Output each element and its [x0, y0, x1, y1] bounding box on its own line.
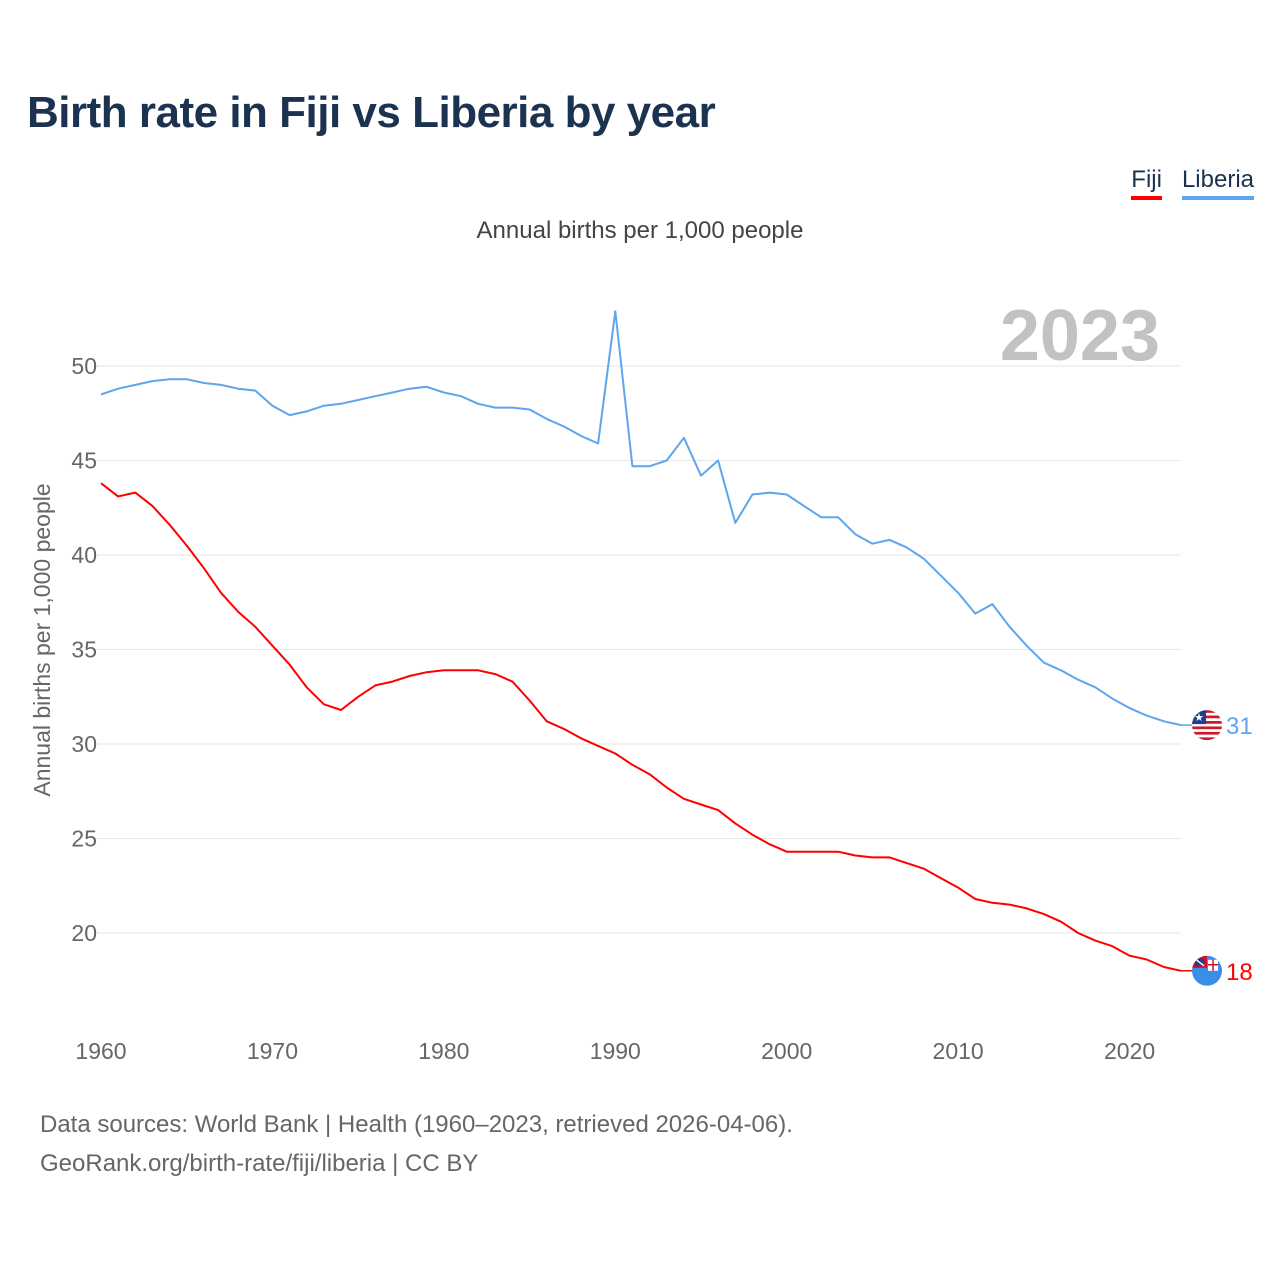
y-tick-label: 50 [71, 353, 97, 379]
series-line-fiji[interactable] [100, 482, 1182, 972]
y-tick-label: 40 [71, 542, 97, 568]
x-tick-label: 1970 [247, 1038, 298, 1064]
y-axis-title: Annual births per 1,000 people [29, 483, 55, 796]
legend: Fiji Liberia [1131, 166, 1254, 200]
x-tick-label: 1980 [418, 1038, 469, 1064]
series-line-liberia[interactable] [100, 310, 1182, 727]
footer-sources: Data sources: World Bank | Health (1960–… [40, 1111, 793, 1138]
x-tick-label: 2020 [1104, 1038, 1155, 1064]
x-tick-label: 2010 [933, 1038, 984, 1064]
y-tick-label: 35 [71, 637, 97, 663]
x-tick-label: 2000 [761, 1038, 812, 1064]
chart-subtitle: Annual births per 1,000 people [476, 217, 804, 244]
end-value-label-fiji: 18 [1226, 959, 1253, 986]
x-tick-label: 1990 [590, 1038, 641, 1064]
x-tick-label: 1960 [75, 1038, 126, 1064]
fiji-flag-icon [1192, 955, 1222, 986]
footer: Data sources: World Bank | Health (1960–… [40, 1105, 793, 1183]
footer-link[interactable]: GeoRank.org/birth-rate/fiji/liberia | CC… [40, 1150, 479, 1177]
legend-item-fiji[interactable]: Fiji [1131, 166, 1162, 200]
svg-text:★: ★ [1194, 712, 1204, 724]
chart-title: Birth rate in Fiji vs Liberia by year [27, 88, 716, 137]
y-tick-label: 20 [71, 920, 97, 946]
liberia-flag-icon: ★ [1192, 710, 1222, 741]
legend-item-liberia[interactable]: Liberia [1181, 166, 1254, 200]
year-overlay: 2023 [1000, 296, 1160, 376]
y-tick-label: 25 [71, 826, 97, 852]
y-tick-label: 30 [71, 731, 97, 757]
y-tick-label: 45 [71, 448, 97, 474]
end-value-label-liberia: 31 [1226, 713, 1253, 740]
